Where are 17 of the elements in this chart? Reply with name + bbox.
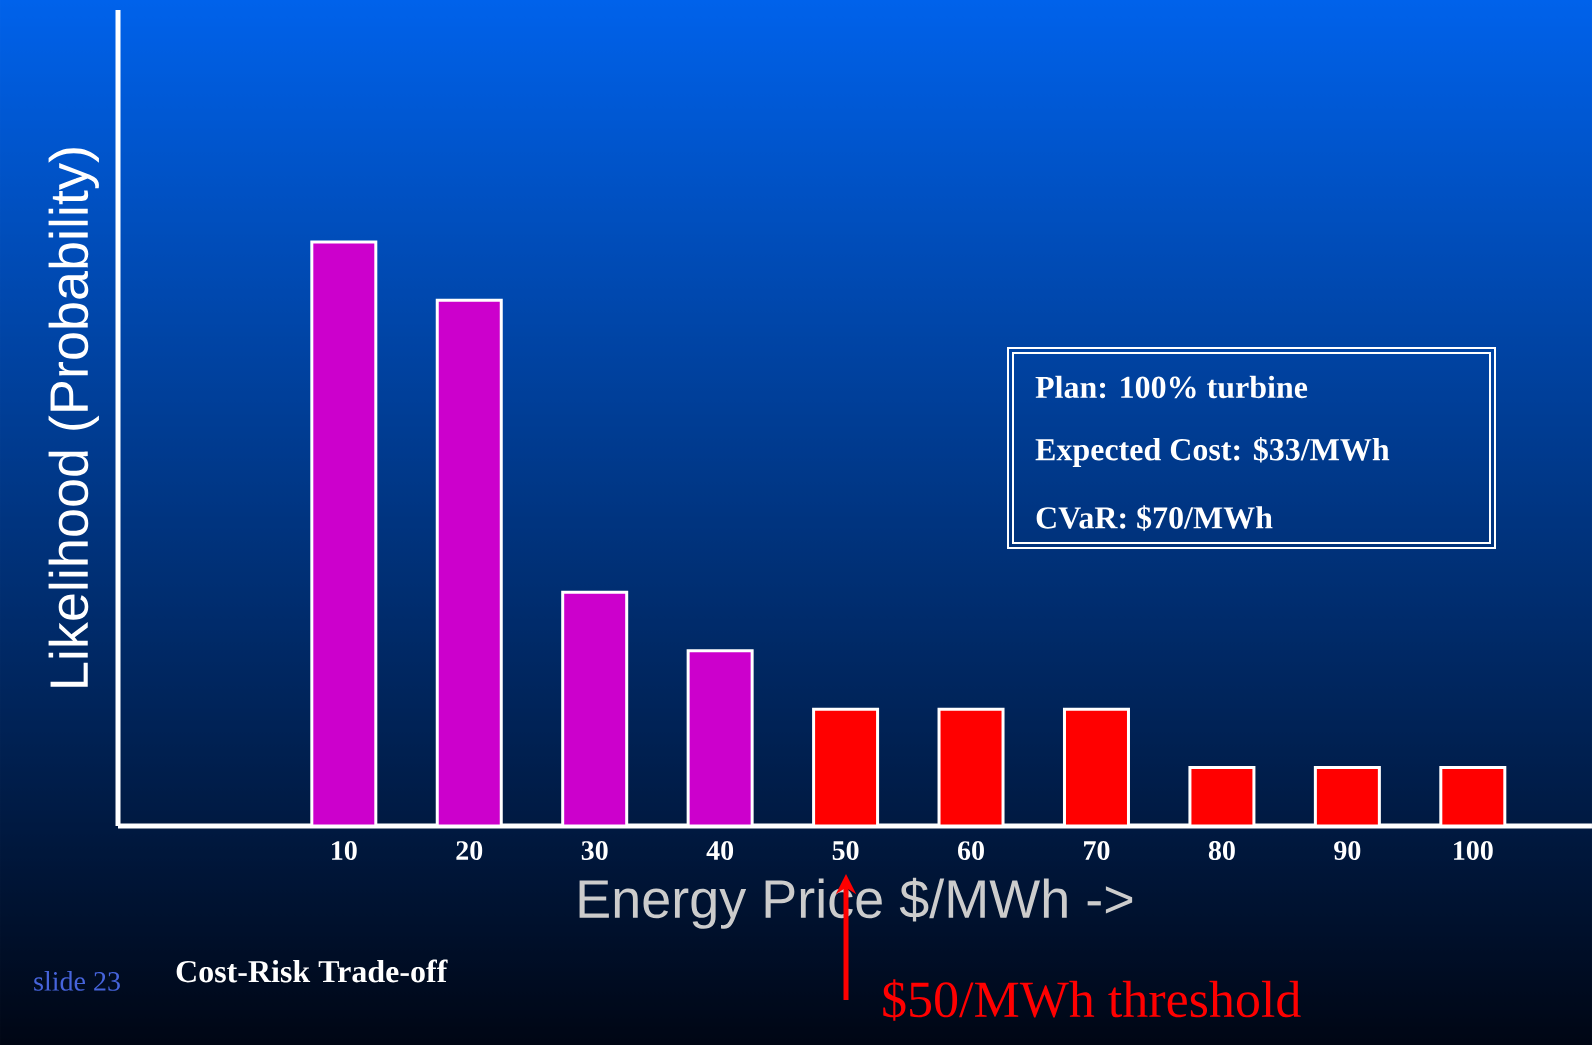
x-tick-label: 10 xyxy=(332,841,357,860)
annotation: Expected Cost: $33/MWh xyxy=(1035,436,1390,467)
annotation: Plan: 100% turbine xyxy=(1035,375,1308,399)
x-tick-label: 80 xyxy=(1208,841,1235,860)
x-tick-label: 20 xyxy=(456,841,483,860)
y-axis-title: Likelihood (Probability) xyxy=(48,148,99,687)
x-tick-label: 40 xyxy=(706,841,734,860)
annotation: CVaR: $70/MWh xyxy=(1036,505,1273,531)
x-tick-label: 100 xyxy=(1454,841,1493,860)
x-tick-label: 60 xyxy=(958,841,984,860)
x-tick-label: 70 xyxy=(1084,841,1110,860)
text: slide 23 xyxy=(34,971,120,991)
text: Cost-Risk Trade-off xyxy=(176,959,448,983)
x-tick-label: 90 xyxy=(1334,841,1361,860)
text: $50/MWh threshold xyxy=(883,979,1301,1021)
x-tick-label: 30 xyxy=(581,841,608,860)
x-tick-label: 50 xyxy=(832,841,859,860)
